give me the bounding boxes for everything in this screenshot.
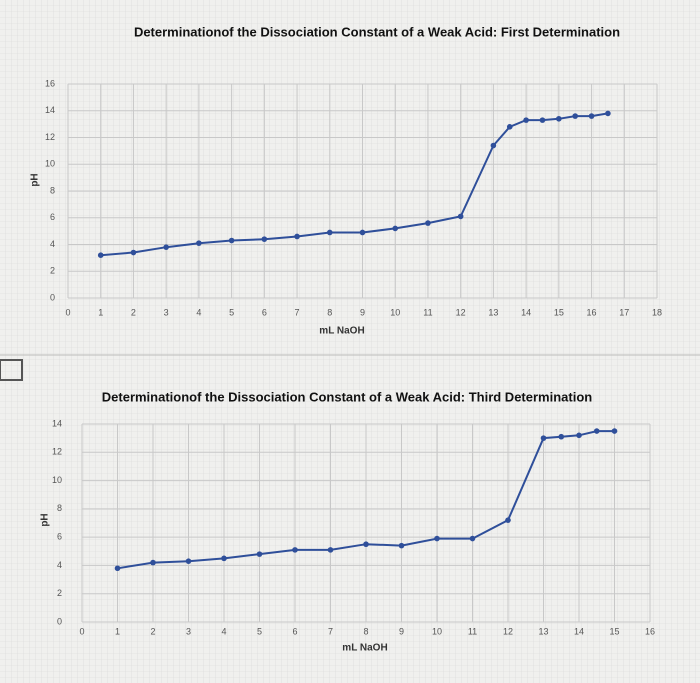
data-point [294,233,300,240]
x-tick-label: 11 [423,307,432,317]
y-tick-label: 4 [57,560,62,570]
x-tick-label: 2 [131,307,136,317]
x-tick-label: 15 [609,626,619,636]
data-point [558,433,565,440]
data-point [506,124,513,130]
x-tick-label: 13 [538,626,548,636]
data-point [150,559,156,566]
y-tick-label: 14 [52,418,62,428]
data-point [505,517,511,523]
y-tick-label: 2 [57,588,62,598]
x-tick-label: 5 [257,626,262,636]
x-tick-label: 7 [328,626,333,636]
x-tick-label: 3 [164,307,169,317]
x-tick-label: 0 [79,626,84,636]
data-point [114,565,121,572]
y-tick-label: 14 [45,105,55,115]
data-point [588,113,595,119]
x-tick-label: 5 [229,307,234,317]
y-tick-label: 16 [45,78,55,88]
x-tick-label: 10 [432,626,442,636]
data-point [261,236,268,242]
y-axis-label: pH [40,513,51,526]
data-point [539,117,546,123]
data-point [457,213,464,220]
chart-title: Determinationof the Dissociation Constan… [102,389,592,404]
x-tick-label: 16 [645,626,655,636]
y-tick-label: 12 [52,447,62,457]
x-tick-label: 3 [186,626,191,636]
x-tick-label: 9 [360,307,365,317]
x-tick-label: 14 [574,626,584,636]
y-tick-label: 8 [57,503,62,513]
data-point [540,435,547,441]
x-tick-label: 2 [150,626,155,636]
x-tick-label: 6 [292,626,297,636]
data-point [363,541,369,548]
x-tick-label: 8 [327,307,332,317]
data-point [327,547,334,553]
y-tick-label: 2 [50,266,55,276]
data-point [490,142,497,149]
y-tick-label: 10 [52,475,62,485]
x-tick-label: 17 [619,307,629,317]
data-point [130,249,137,256]
x-tick-label: 16 [587,307,597,317]
y-axis-label: pH [30,173,41,186]
x-tick-label: 11 [468,626,477,636]
data-point [611,428,618,434]
data-point [221,555,227,562]
data-point [469,535,476,542]
y-tick-label: 10 [45,159,55,169]
y-tick-label: 0 [50,292,55,302]
y-tick-label: 6 [50,212,55,222]
data-point [593,428,600,434]
data-point [605,110,611,117]
selection-box [0,359,23,381]
data-point [185,558,192,564]
chart-title: Determinationof the Dissociation Constan… [134,24,620,39]
x-tick-label: 4 [196,307,201,317]
x-tick-label: 13 [488,307,498,317]
y-tick-label: 6 [57,532,62,542]
data-point [163,244,169,250]
x-tick-label: 12 [456,307,466,317]
x-tick-label: 14 [521,307,531,317]
y-tick-label: 0 [57,616,62,626]
data-point [97,252,104,258]
x-tick-label: 9 [399,626,404,636]
data-point [256,551,263,557]
y-tick-label: 4 [50,239,55,249]
data-point [359,229,366,236]
data-point [434,535,440,542]
data-point [228,237,235,244]
data-point [392,225,399,232]
data-point [326,229,333,236]
x-tick-label: 10 [390,307,400,317]
data-point [576,432,582,439]
data-point [523,117,529,123]
data-point [292,547,298,553]
x-tick-label: 0 [65,307,70,317]
x-tick-label: 15 [554,307,564,317]
x-tick-label: 1 [115,626,120,636]
x-tick-label: 12 [503,626,513,636]
data-point [196,240,202,246]
data-point [425,220,431,226]
x-tick-label: 4 [221,626,226,636]
x-axis-label: mL NaOH [319,326,364,337]
y-tick-label: 12 [45,132,55,142]
data-point [556,115,562,122]
x-tick-label: 18 [652,307,662,317]
x-axis-label: mL NaOH [342,643,387,654]
x-tick-label: 6 [262,307,267,317]
x-tick-label: 8 [363,626,368,636]
y-tick-label: 8 [50,185,55,195]
data-point [398,542,405,549]
data-point [572,113,578,119]
x-tick-label: 1 [98,307,103,317]
x-tick-label: 7 [295,307,300,317]
